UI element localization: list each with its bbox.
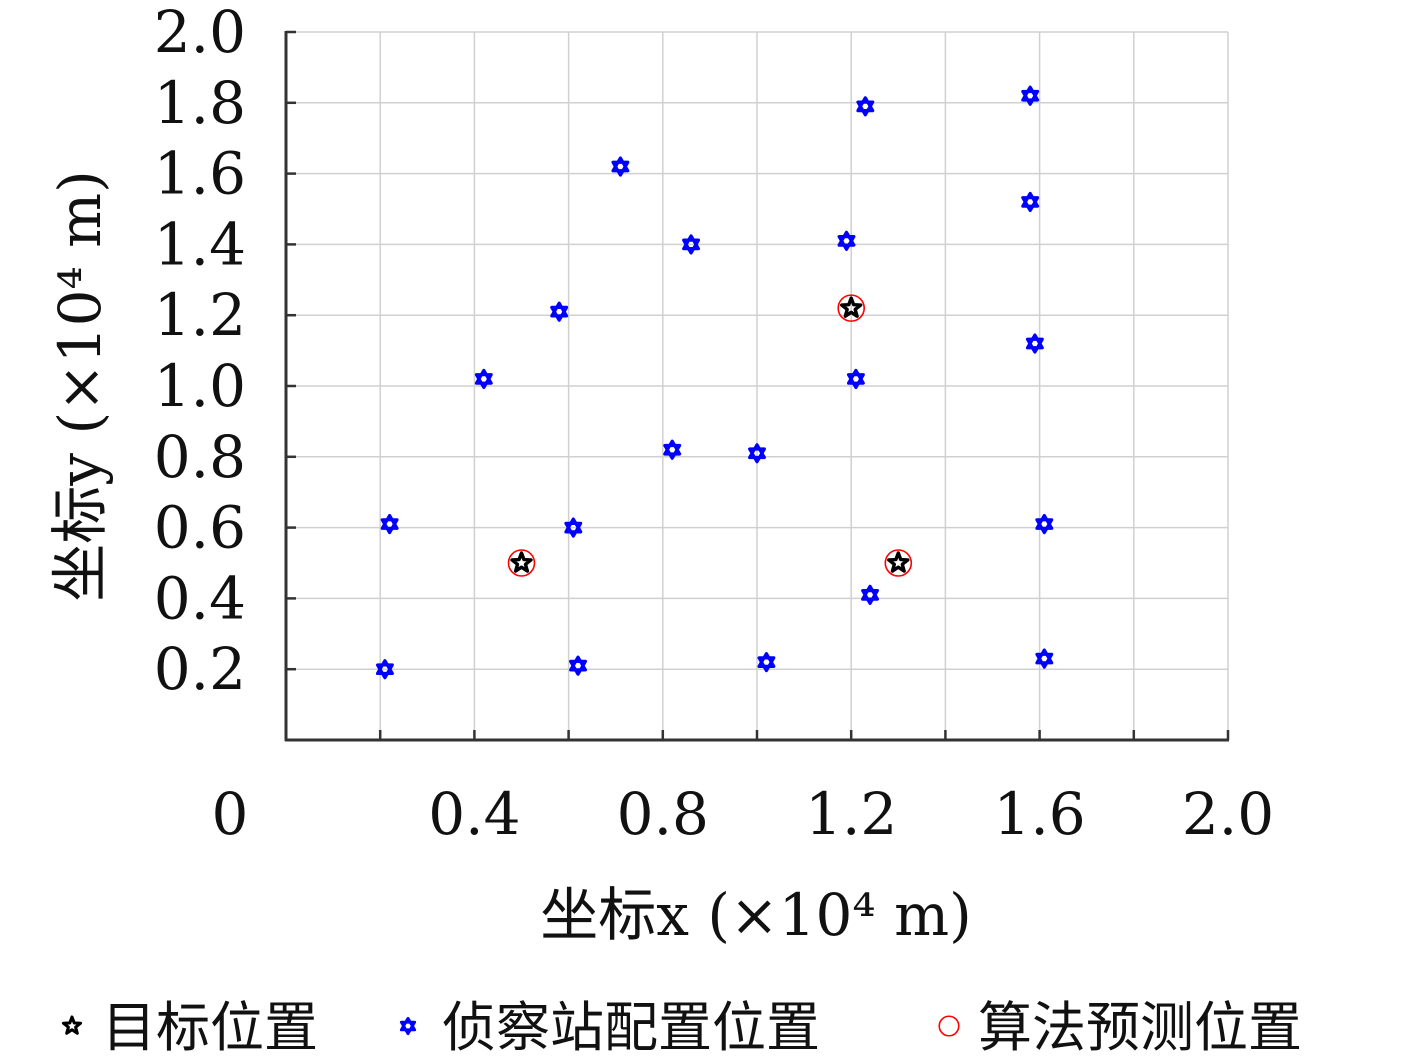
point-star <box>839 296 863 318</box>
y-tick-label: 1.8 <box>154 69 246 137</box>
y-tick-label: 1.2 <box>154 281 246 349</box>
point-hexagram <box>564 517 583 538</box>
legend-item: 侦察站配置位置 <box>399 996 820 1059</box>
point-hexagram <box>1035 648 1054 669</box>
point-hexagram <box>611 156 630 177</box>
data-marks <box>375 85 1054 680</box>
y-tick-label: 0.6 <box>154 494 246 562</box>
point-hexagram <box>837 230 856 251</box>
y-tick-label: 1.0 <box>154 352 246 420</box>
point-star <box>887 551 910 573</box>
x-tick-label: 1.2 <box>805 780 897 848</box>
point-hexagram <box>550 301 569 322</box>
point-circle <box>837 294 866 322</box>
x-tick-label: 0 <box>212 780 249 848</box>
point-star <box>510 551 533 573</box>
point-circle <box>507 549 536 577</box>
legend-label: 算法预测位置 <box>978 996 1302 1059</box>
point-hexagram <box>380 513 399 535</box>
point-hexagram <box>682 234 701 255</box>
point-hexagram <box>757 652 776 673</box>
point-hexagram <box>846 368 865 390</box>
point-circle <box>884 549 913 577</box>
legend-marker-star <box>61 1015 83 1035</box>
point-hexagram <box>1025 333 1044 354</box>
y-tick-label: 2.0 <box>154 0 246 66</box>
point-hexagram <box>1035 513 1054 535</box>
point-hexagram <box>663 439 682 460</box>
y-tick-label: 1.6 <box>154 140 246 208</box>
y-tick-label: 0.2 <box>154 635 246 703</box>
point-hexagram <box>474 368 493 390</box>
x-tick-label: 0.8 <box>617 780 709 848</box>
point-hexagram <box>861 584 879 605</box>
legend-item: 目标位置 <box>61 996 318 1059</box>
legend-marker-hexagram <box>399 1016 417 1036</box>
y-tick-label: 0.4 <box>154 564 246 632</box>
y-tick-label: 1.4 <box>154 210 246 278</box>
ticks <box>286 30 1230 740</box>
legend-item: 算法预测位置 <box>938 996 1302 1059</box>
point-hexagram <box>748 443 766 464</box>
grid <box>286 31 1229 740</box>
legend: 目标位置 侦察站配置位置 算法预测位置 <box>61 996 1302 1059</box>
y-axis-title: 坐标y (×10⁴ m) <box>46 170 114 602</box>
x-axis-title: 坐标x (×10⁴ m) <box>540 881 972 949</box>
y-tick-label: 0.8 <box>154 423 246 491</box>
legend-marker-circle <box>938 1015 960 1037</box>
point-hexagram <box>1021 191 1040 213</box>
legend-label: 目标位置 <box>102 996 318 1059</box>
point-hexagram <box>375 659 394 680</box>
x-tick-label: 1.6 <box>993 780 1085 848</box>
point-hexagram <box>1021 85 1040 106</box>
tick-labels: 0 0.4 0.8 1.2 1.6 2.00.20.40.60.81.01.21.41.6… <box>154 0 1274 848</box>
x-tick-label: 0.4 <box>428 780 520 848</box>
legend-label: 侦察站配置位置 <box>442 996 820 1059</box>
point-hexagram <box>569 655 587 676</box>
point-hexagram <box>856 96 875 117</box>
x-tick-label: 2.0 <box>1182 780 1274 848</box>
